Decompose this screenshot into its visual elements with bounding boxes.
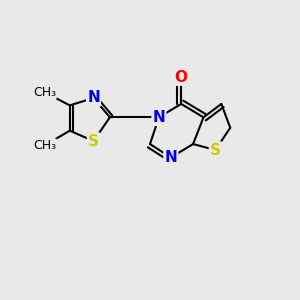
Text: N: N xyxy=(152,110,165,125)
Text: CH₃: CH₃ xyxy=(33,85,56,98)
Text: S: S xyxy=(88,134,99,148)
Text: CH₃: CH₃ xyxy=(33,139,56,152)
Text: S: S xyxy=(210,142,221,158)
Text: N: N xyxy=(164,150,177,165)
Text: N: N xyxy=(87,91,100,106)
Text: O: O xyxy=(175,70,188,85)
